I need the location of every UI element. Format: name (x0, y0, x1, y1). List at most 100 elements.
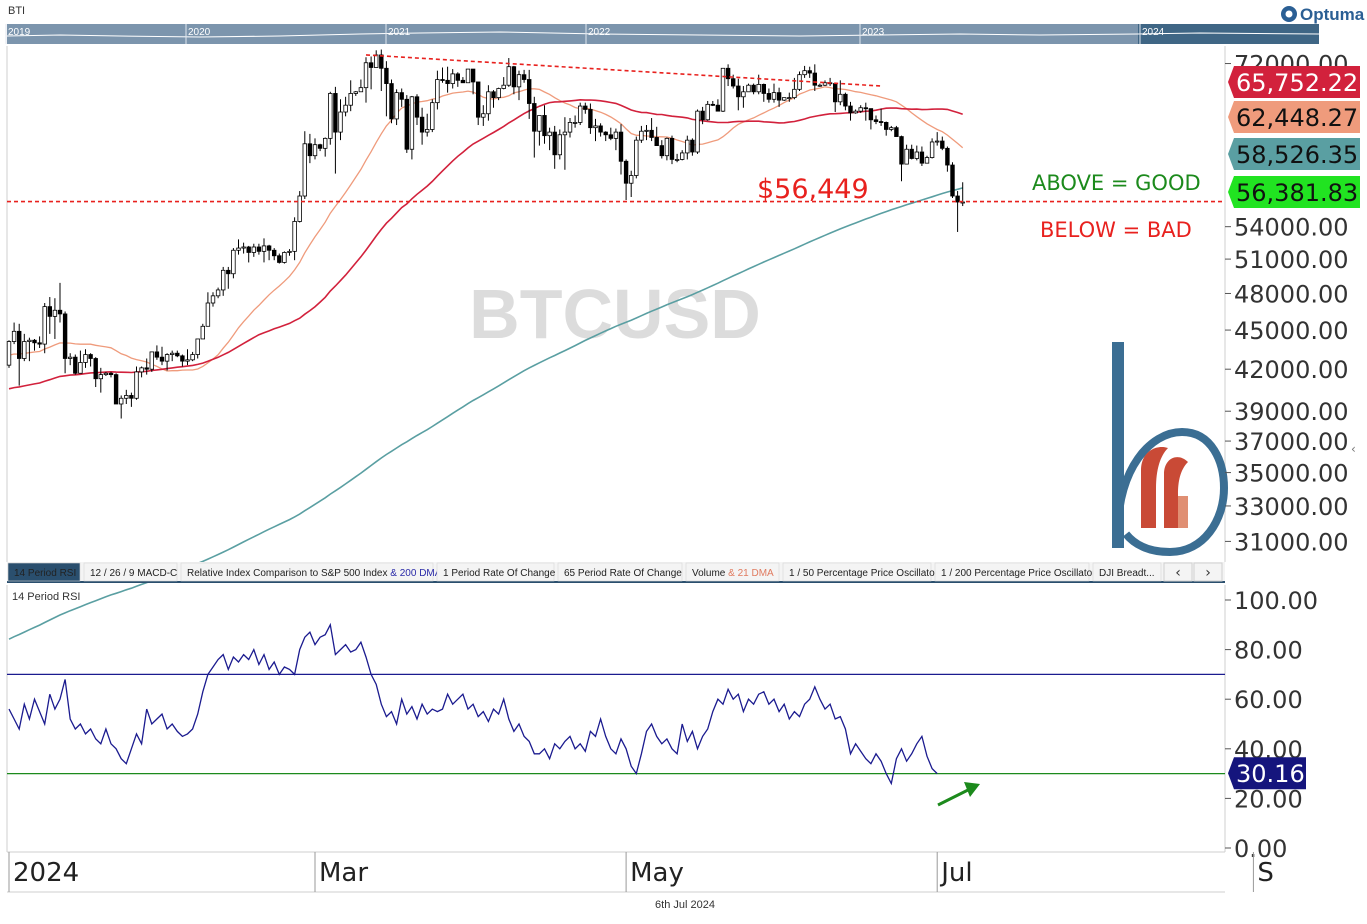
candle-body (358, 87, 364, 93)
candle-body (807, 70, 812, 74)
candle-body (654, 137, 659, 146)
candle-body (73, 356, 78, 374)
indicator-tab[interactable]: Relative Index Comparison to S&P 500 Ind… (180, 562, 442, 582)
rsi-tick-label: 0.00 (1234, 835, 1287, 863)
candle-body (404, 98, 409, 150)
chevron-right-icon: › (1205, 565, 1211, 581)
rsi-panel: 14 Period RSI 100.0080.0060.0040.0020.00… (6, 585, 1318, 863)
candle-body (583, 105, 588, 110)
indicator-tab[interactable]: 14 Period RSI (7, 562, 81, 582)
candle-body (88, 354, 93, 359)
support-annotation: $56,449 (757, 174, 869, 205)
candle-body (164, 354, 170, 362)
resistance-trendline (365, 54, 882, 87)
indicator-tab[interactable]: Volume & 21 DMA (685, 562, 780, 582)
candle-body (761, 83, 766, 94)
candle-body (562, 131, 568, 136)
candle-body (175, 352, 180, 357)
candle-body (914, 151, 919, 159)
candle-body (644, 129, 649, 132)
timeline-year-label: 2023 (862, 27, 885, 38)
candle-body (169, 352, 175, 355)
indicator-tab[interactable]: 1 / 50 Percentage Price Oscillator (782, 562, 939, 582)
candle-body (445, 79, 450, 84)
candle-body (817, 84, 823, 87)
candle-body (797, 74, 802, 90)
candle-body (83, 354, 88, 363)
candle-body (792, 88, 797, 99)
rsi-badge-shape (1228, 757, 1306, 790)
collapse-arrow-icon[interactable]: ‹ (1351, 442, 1356, 456)
candle-body (68, 356, 73, 359)
timeline-year-label: 2020 (188, 27, 211, 38)
price-panel: BTCUSD 72000.0054000.0051000.0048000.004… (6, 46, 1360, 640)
candle-body (419, 116, 425, 133)
indicator-tab[interactable]: 1 Period Rate Of Change (436, 562, 556, 582)
candle-body (557, 134, 562, 156)
candle-body (787, 97, 792, 100)
timeline-bar[interactable] (7, 24, 1319, 44)
candle-body (578, 105, 583, 123)
price-badge-label: 58,526.35 (1236, 141, 1358, 169)
x-axis-labels: 2024 Mar May Jul S (8, 852, 1274, 892)
candle-body (440, 79, 445, 81)
candle-body (598, 125, 603, 133)
candle-body (924, 157, 930, 164)
rsi-arrow (937, 782, 980, 807)
candle-body (690, 139, 695, 153)
candle-body (113, 374, 119, 405)
candle-body (603, 131, 608, 136)
candle-body (266, 245, 272, 251)
candle-body (838, 93, 843, 103)
candle-body (904, 148, 909, 165)
timeline-window[interactable] (1138, 24, 1319, 44)
timeline-year-label: 2024 (1142, 27, 1165, 38)
tab-scroll-right-button[interactable] (1193, 562, 1223, 582)
candle-body (154, 351, 160, 358)
candle-body (292, 221, 297, 252)
x-axis-label: 2024 (13, 858, 79, 888)
indicator-tab[interactable]: 1 / 200 Percentage Price Oscillator (934, 562, 1096, 582)
rsi-tick-label: 60.00 (1234, 686, 1303, 714)
indicator-tab[interactable]: 65 Period Rate Of Change (557, 562, 683, 582)
candle-body (312, 144, 318, 157)
candle-body (771, 92, 777, 100)
brand-label: Optuma (1300, 5, 1365, 24)
candle-body (527, 79, 532, 104)
price-badge-label: 65,752.22 (1236, 69, 1358, 97)
candle-body (205, 302, 211, 327)
candle-body (16, 330, 22, 359)
brand-logo[interactable]: Optuma (1281, 5, 1365, 24)
candle-body (649, 129, 654, 138)
candle-body (368, 62, 374, 68)
candle-body (190, 354, 195, 361)
candle-body (950, 164, 955, 197)
candle-body (78, 362, 83, 374)
candle-body (822, 82, 828, 86)
candle-body (894, 127, 899, 137)
candle-body (103, 372, 109, 376)
candle-body (919, 151, 925, 164)
indicator-tab-background (1092, 562, 1162, 582)
candle-body (486, 91, 491, 115)
candle-body (868, 108, 874, 121)
candle-body (588, 109, 593, 129)
indicator-tab[interactable]: 12 / 26 / 9 MACD-C (83, 562, 178, 582)
candle-body (271, 249, 277, 257)
candle-body (766, 93, 772, 100)
indicator-tab-label: Volume & 21 DMA (692, 568, 774, 579)
watermark: BTCUSD (469, 275, 761, 353)
candle-body (812, 72, 817, 86)
price-tick-label: 48000.00 (1234, 280, 1349, 308)
candle-body (470, 68, 476, 83)
candle-body (608, 134, 613, 139)
candle-body (246, 246, 251, 253)
timeline-navigator[interactable]: 2019 2020 2021 2022 2023 2024 (5, 24, 1320, 44)
candle-body (634, 139, 639, 176)
candle-body (389, 83, 394, 120)
candle-body (394, 92, 399, 120)
tab-scroll-left-button[interactable] (1163, 562, 1193, 582)
price-tick-label: 54000.00 (1234, 214, 1349, 242)
indicator-tab[interactable]: DJI Breadt... (1092, 562, 1162, 582)
candle-body (256, 246, 262, 252)
